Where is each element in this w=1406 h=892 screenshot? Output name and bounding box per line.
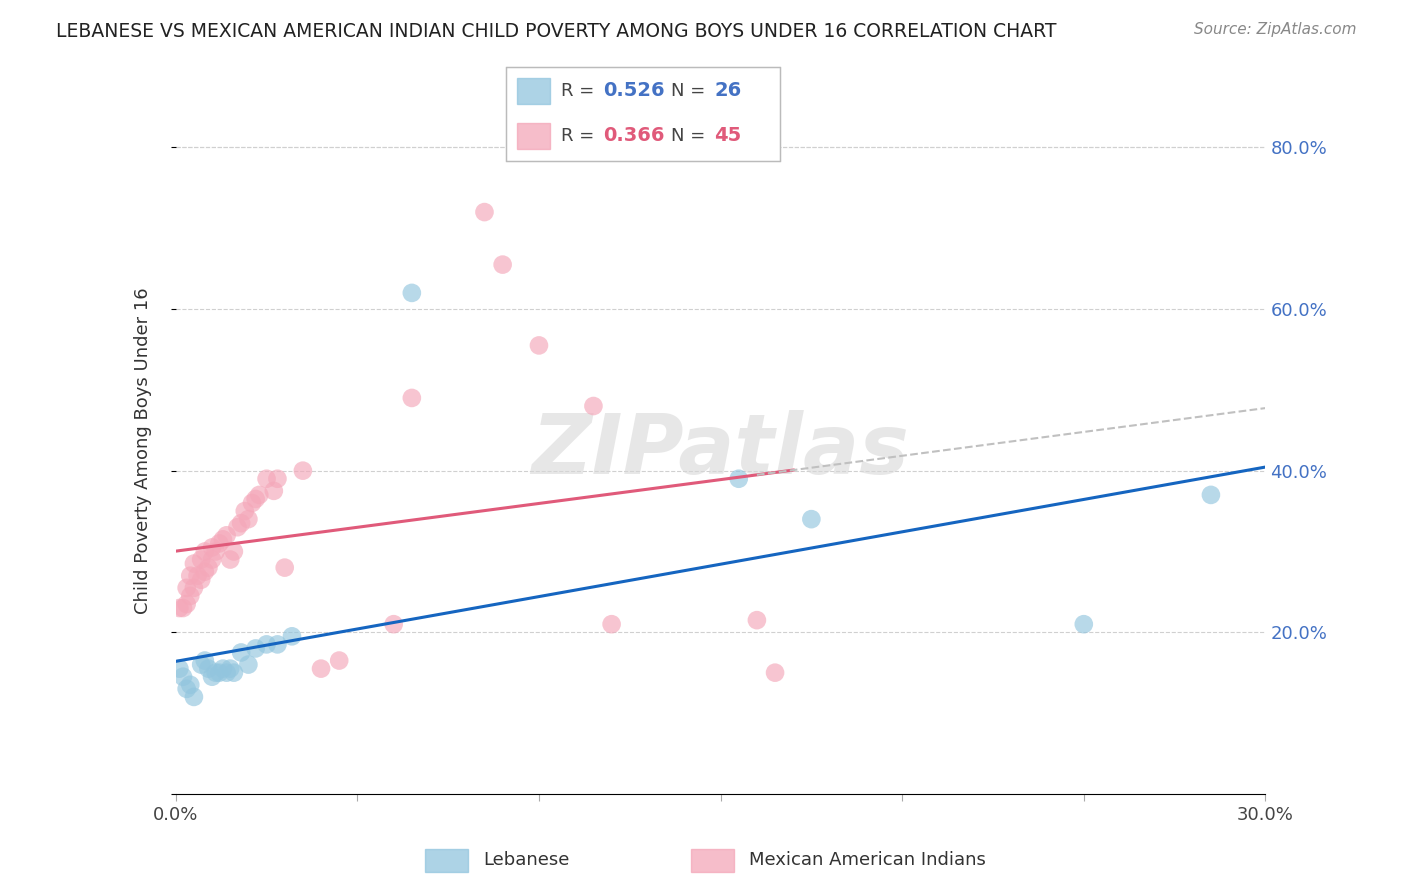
Point bbox=[190, 552, 212, 566]
Point bbox=[201, 552, 224, 566]
Point bbox=[245, 641, 267, 656]
Point bbox=[238, 657, 260, 672]
Text: LEBANESE VS MEXICAN AMERICAN INDIAN CHILD POVERTY AMONG BOYS UNDER 16 CORRELATIO: LEBANESE VS MEXICAN AMERICAN INDIAN CHIL… bbox=[56, 22, 1057, 41]
Point bbox=[215, 665, 238, 680]
Text: 0.526: 0.526 bbox=[603, 81, 665, 100]
Point bbox=[172, 601, 194, 615]
Point bbox=[194, 565, 217, 579]
Y-axis label: Child Poverty Among Boys Under 16: Child Poverty Among Boys Under 16 bbox=[134, 287, 152, 614]
Point bbox=[266, 637, 288, 651]
Point bbox=[208, 536, 231, 550]
Text: 26: 26 bbox=[714, 81, 742, 100]
Point bbox=[201, 541, 224, 555]
Point bbox=[169, 601, 191, 615]
Text: 45: 45 bbox=[714, 127, 742, 145]
Point bbox=[1073, 617, 1095, 632]
Point bbox=[219, 552, 242, 566]
Text: Source: ZipAtlas.com: Source: ZipAtlas.com bbox=[1194, 22, 1357, 37]
Text: R =: R = bbox=[561, 127, 600, 145]
Point bbox=[183, 557, 205, 571]
Point bbox=[263, 483, 285, 498]
Point bbox=[492, 258, 515, 272]
Point bbox=[172, 670, 194, 684]
Point bbox=[222, 544, 245, 558]
Point bbox=[204, 544, 226, 558]
Point bbox=[226, 520, 249, 534]
Point bbox=[266, 472, 288, 486]
Point bbox=[212, 533, 235, 547]
Point bbox=[176, 581, 198, 595]
Point bbox=[219, 662, 242, 676]
Point bbox=[231, 516, 253, 531]
Point bbox=[274, 560, 297, 574]
Bar bbox=[690, 849, 734, 871]
Point bbox=[256, 637, 278, 651]
Point bbox=[190, 657, 212, 672]
Point bbox=[179, 568, 201, 582]
Point bbox=[401, 391, 423, 405]
Point bbox=[197, 662, 219, 676]
Point bbox=[183, 581, 205, 595]
Point bbox=[183, 690, 205, 704]
Point bbox=[222, 665, 245, 680]
Point bbox=[194, 654, 217, 668]
Point bbox=[186, 568, 209, 582]
Point bbox=[231, 645, 253, 659]
Point bbox=[197, 560, 219, 574]
Point bbox=[204, 665, 226, 680]
Point bbox=[309, 662, 332, 676]
Point bbox=[727, 472, 749, 486]
Point bbox=[190, 573, 212, 587]
Point bbox=[208, 665, 231, 680]
Point bbox=[527, 338, 550, 352]
Text: ZIPatlas: ZIPatlas bbox=[531, 410, 910, 491]
Text: R =: R = bbox=[561, 82, 600, 100]
Point bbox=[233, 504, 256, 518]
Point bbox=[179, 678, 201, 692]
Bar bbox=[517, 123, 550, 149]
Point bbox=[238, 512, 260, 526]
Point bbox=[169, 662, 191, 676]
Point bbox=[281, 629, 304, 643]
Point bbox=[256, 472, 278, 486]
Text: 0.366: 0.366 bbox=[603, 127, 665, 145]
Point bbox=[582, 399, 605, 413]
Point bbox=[600, 617, 623, 632]
Point bbox=[201, 670, 224, 684]
Point bbox=[240, 496, 263, 510]
Point bbox=[800, 512, 823, 526]
Text: N =: N = bbox=[671, 127, 710, 145]
Point bbox=[291, 464, 314, 478]
Text: Lebanese: Lebanese bbox=[484, 851, 569, 869]
Point bbox=[176, 597, 198, 611]
Point bbox=[328, 654, 350, 668]
Point bbox=[474, 205, 496, 219]
Point bbox=[745, 613, 768, 627]
Text: Mexican American Indians: Mexican American Indians bbox=[749, 851, 986, 869]
Point bbox=[401, 285, 423, 300]
Point bbox=[215, 528, 238, 542]
Text: N =: N = bbox=[671, 82, 710, 100]
Point bbox=[763, 665, 786, 680]
Point bbox=[176, 681, 198, 696]
Point bbox=[245, 491, 267, 506]
Point bbox=[247, 488, 270, 502]
Point bbox=[194, 544, 217, 558]
Point bbox=[1199, 488, 1222, 502]
Point bbox=[212, 662, 235, 676]
Bar bbox=[517, 78, 550, 104]
Point bbox=[179, 589, 201, 603]
Point bbox=[382, 617, 405, 632]
Bar bbox=[425, 849, 468, 871]
